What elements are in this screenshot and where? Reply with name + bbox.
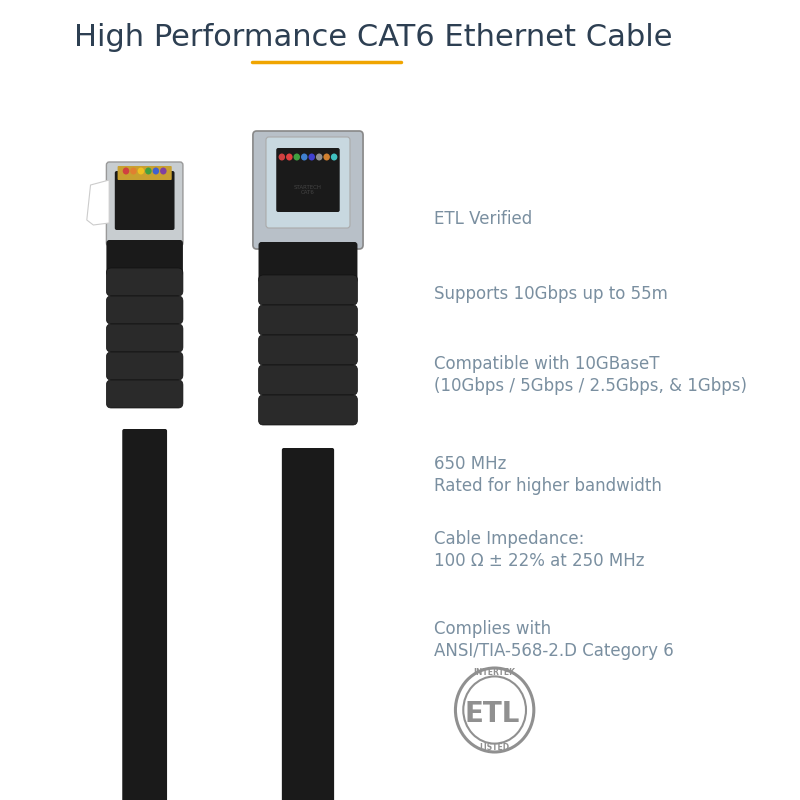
Circle shape (309, 154, 315, 161)
Circle shape (278, 154, 285, 161)
Circle shape (294, 154, 300, 161)
Circle shape (122, 167, 130, 174)
FancyBboxPatch shape (106, 162, 183, 246)
Text: Compatible with 10GBaseT: Compatible with 10GBaseT (434, 355, 659, 373)
FancyBboxPatch shape (106, 240, 183, 276)
FancyBboxPatch shape (106, 268, 183, 296)
Text: INTERTEK: INTERTEK (474, 668, 516, 677)
Text: LISTED: LISTED (479, 743, 510, 752)
Circle shape (331, 154, 338, 161)
Circle shape (323, 154, 330, 161)
Text: STARTECH
CAT6: STARTECH CAT6 (294, 185, 322, 195)
Text: ETL: ETL (464, 700, 519, 728)
FancyBboxPatch shape (106, 380, 183, 408)
FancyBboxPatch shape (276, 148, 340, 212)
FancyBboxPatch shape (122, 429, 167, 800)
FancyBboxPatch shape (258, 242, 358, 283)
Circle shape (286, 154, 293, 161)
Text: ETL Verified: ETL Verified (434, 210, 532, 228)
FancyBboxPatch shape (106, 296, 183, 324)
Text: Cable Impedance:: Cable Impedance: (434, 530, 584, 548)
Circle shape (138, 167, 144, 174)
Circle shape (145, 167, 152, 174)
Polygon shape (86, 180, 109, 225)
FancyBboxPatch shape (106, 324, 183, 352)
FancyBboxPatch shape (106, 352, 183, 380)
Text: (10Gbps / 5Gbps / 2.5Gbps, & 1Gbps): (10Gbps / 5Gbps / 2.5Gbps, & 1Gbps) (434, 377, 747, 395)
Circle shape (153, 167, 159, 174)
Text: ANSI/TIA-568-2.D Category 6: ANSI/TIA-568-2.D Category 6 (434, 642, 674, 660)
FancyBboxPatch shape (258, 275, 358, 305)
FancyBboxPatch shape (114, 171, 174, 230)
FancyBboxPatch shape (258, 305, 358, 335)
Text: Rated for higher bandwidth: Rated for higher bandwidth (434, 477, 662, 495)
FancyBboxPatch shape (258, 335, 358, 365)
FancyBboxPatch shape (282, 448, 334, 800)
Text: Complies with: Complies with (434, 620, 551, 638)
Circle shape (130, 167, 137, 174)
Circle shape (160, 167, 166, 174)
FancyBboxPatch shape (253, 131, 363, 249)
FancyBboxPatch shape (258, 395, 358, 425)
Circle shape (301, 154, 307, 161)
FancyBboxPatch shape (258, 365, 358, 395)
Text: 100 Ω ± 22% at 250 MHz: 100 Ω ± 22% at 250 MHz (434, 552, 645, 570)
Text: High Performance CAT6 Ethernet Cable: High Performance CAT6 Ethernet Cable (74, 23, 673, 53)
FancyBboxPatch shape (118, 166, 172, 180)
Circle shape (316, 154, 322, 161)
Text: Supports 10Gbps up to 55m: Supports 10Gbps up to 55m (434, 285, 668, 303)
Text: 650 MHz: 650 MHz (434, 455, 506, 473)
FancyBboxPatch shape (266, 137, 350, 228)
